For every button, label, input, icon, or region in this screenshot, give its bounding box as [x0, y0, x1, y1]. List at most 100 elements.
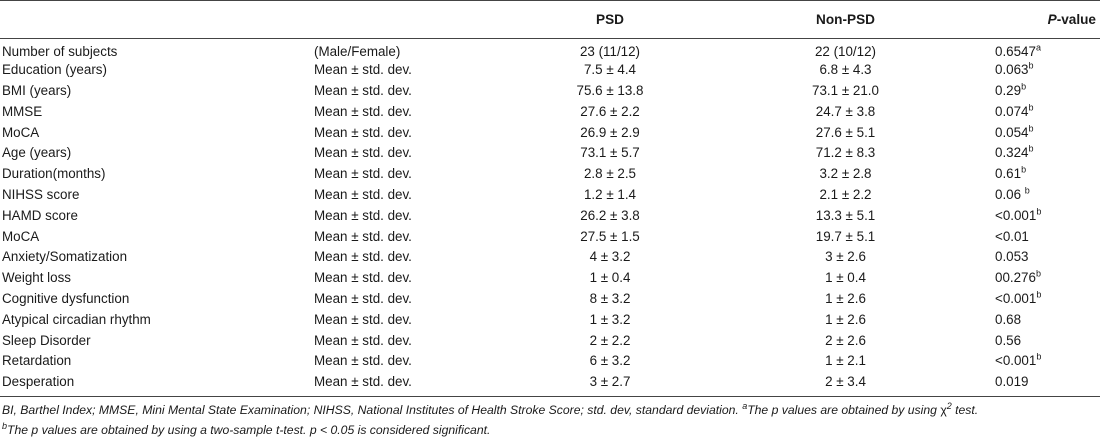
- cell-variable: NIHSS score: [2, 186, 80, 202]
- header-statistic: [306, 0, 506, 39]
- p-value-text: 0.61: [995, 166, 1022, 182]
- cell-p-value: <0.001b: [975, 350, 1100, 371]
- cell-psd: 26.9 ± 2.9: [580, 124, 640, 140]
- cell-statistic: Mean ± std. dev.: [314, 145, 412, 161]
- cell-non-psd: 2 ± 2.6: [825, 332, 866, 348]
- p-value-text: 0.68: [995, 311, 1022, 327]
- table-row: Weight loss Mean ± std. dev. 1 ± 0.4 1 ± 0.…: [0, 267, 1100, 288]
- p-value-text: 0.063: [995, 62, 1029, 78]
- cell-non-psd: 1 ± 2.6: [825, 290, 866, 306]
- table-footnote: BI, Barthel Index; MMSE, Mini Mental Sta…: [2, 400, 1098, 440]
- p-value-text: <0.01: [995, 228, 1029, 244]
- table-row: Age (years) Mean ± std. dev. 73.1 ± 5.7 71.…: [0, 142, 1100, 163]
- p-value-text: 0.6547: [995, 43, 1036, 59]
- footnote-abbreviations: BI, Barthel Index; MMSE, Mini Mental Sta…: [2, 403, 743, 417]
- table-row: Atypical circadian rhythm Mean ± std. dev…: [0, 309, 1100, 330]
- cell-variable: MMSE: [2, 103, 43, 119]
- table-row: Sleep Disorder Mean ± std. dev. 2 ± 2.2 2 ±…: [0, 330, 1100, 351]
- cell-p-value: 00.276b: [975, 267, 1100, 288]
- p-value-footnote-marker: b: [1021, 164, 1027, 175]
- p-value-text: <0.001: [995, 353, 1037, 369]
- cell-psd: 1.2 ± 1.4: [583, 186, 637, 202]
- cell-variable: Sleep Disorder: [2, 332, 91, 348]
- cell-variable: Duration(months): [2, 166, 106, 182]
- p-value-text: 0.053: [995, 249, 1029, 265]
- p-value-footnote-marker: b: [1028, 102, 1034, 113]
- footnote-marker-b: b: [2, 420, 8, 431]
- p-value-footnote-marker: a: [1035, 42, 1041, 53]
- cell-variable: Cognitive dysfunction: [2, 290, 130, 306]
- p-value-footnote-marker: b: [1036, 289, 1042, 300]
- cell-p-value: 0.61b: [975, 163, 1100, 184]
- cell-psd: 2.8 ± 2.5: [583, 166, 637, 182]
- cell-non-psd: 73.1 ± 21.0: [812, 82, 879, 98]
- cell-non-psd: 27.6 ± 5.1: [815, 124, 876, 140]
- cell-non-psd: 3 ± 2.6: [825, 249, 866, 265]
- cell-variable: MoCA: [2, 124, 40, 140]
- p-value-text: 0.324: [995, 145, 1029, 161]
- cell-statistic: (Male/Female): [314, 43, 401, 59]
- cell-psd: 73.1 ± 5.7: [580, 145, 640, 161]
- p-value-text: <0.001: [995, 207, 1037, 223]
- cell-statistic: Mean ± std. dev.: [314, 353, 412, 369]
- cell-non-psd: 2 ± 3.4: [742, 371, 975, 397]
- footnote-line-2: bThe p values are obtained by using a tw…: [2, 420, 1098, 440]
- cell-variable: HAMD score: [2, 207, 78, 223]
- cell-non-psd: 19.7 ± 5.1: [815, 228, 876, 244]
- cell-psd: 3 ± 2.7: [506, 371, 742, 397]
- p-value-footnote-marker: b: [1028, 60, 1034, 71]
- p-value-text: 0.56: [995, 332, 1022, 348]
- cell-psd: 8 ± 3.2: [589, 290, 631, 306]
- footnote-a-text: The p values are obtained by using: [747, 403, 941, 417]
- cell-psd: 2 ± 2.2: [589, 332, 631, 348]
- table-row: Duration(months) Mean ± std. dev. 2.8 ± 2.…: [0, 163, 1100, 184]
- footnote-b-text: The p values are obtained by using a two…: [7, 423, 491, 437]
- table-row: Anxiety/Somatization Mean ± std. dev. 4 ± …: [0, 246, 1100, 267]
- cell-statistic: Mean ± std. dev.: [306, 371, 506, 397]
- cell-p-value: 0.063b: [975, 59, 1100, 80]
- p-value-text: 0.29: [995, 82, 1022, 98]
- p-value-text: 0.019: [995, 374, 1029, 389]
- data-table-container: PSD Non-PSD P-value Number of subjects (M…: [0, 0, 1100, 397]
- table-row: Education (years) Mean ± std. dev. 7.5 ± 4…: [0, 59, 1100, 80]
- cell-non-psd: 1 ± 2.1: [825, 353, 866, 369]
- cell-variable: Age (years): [2, 145, 72, 161]
- cell-psd: 1 ± 0.4: [589, 270, 631, 286]
- cell-statistic: Mean ± std. dev.: [314, 249, 412, 265]
- p-value-footnote-marker: b: [1024, 185, 1030, 196]
- chi-superscript: 2: [946, 400, 952, 411]
- cell-p-value: 0.68: [975, 309, 1100, 330]
- cell-p-value: 0.324b: [975, 142, 1100, 163]
- header-psd: PSD: [506, 0, 742, 39]
- cell-psd: 23 (11/12): [579, 43, 641, 59]
- cell-non-psd: 2.1 ± 2.2: [819, 186, 872, 202]
- p-value-text: 0.054: [995, 124, 1029, 140]
- cell-variable: BMI (years): [2, 82, 72, 98]
- p-value-footnote-marker: b: [1028, 123, 1034, 134]
- header-row: PSD Non-PSD P-value: [0, 0, 1100, 39]
- table-row: BMI (years) Mean ± std. dev. 75.6 ± 13.8 73…: [0, 80, 1100, 101]
- header-p-rest: -value: [1056, 12, 1096, 27]
- cell-p-value: 0.074b: [975, 101, 1100, 122]
- cell-statistic: Mean ± std. dev.: [314, 228, 412, 244]
- table-row: MoCA Mean ± std. dev. 27.5 ± 1.5 19.7 ± 5.1…: [0, 226, 1100, 247]
- cell-non-psd: 24.7 ± 3.8: [815, 103, 876, 119]
- cell-p-value: 0.6547a: [975, 39, 1100, 60]
- cell-variable: Atypical circadian rhythm: [2, 311, 151, 327]
- cell-variable: MoCA: [2, 228, 40, 244]
- cell-non-psd: 1 ± 2.6: [825, 311, 866, 327]
- cell-psd: 1 ± 3.2: [589, 311, 631, 327]
- cell-p-value: 0.29b: [975, 80, 1100, 101]
- table-row: MMSE Mean ± std. dev. 27.6 ± 2.2 24.7 ± 3.8…: [0, 101, 1100, 122]
- footnote-marker-a: a: [742, 400, 748, 411]
- cell-statistic: Mean ± std. dev.: [314, 186, 412, 202]
- p-value-footnote-marker: b: [1036, 206, 1042, 217]
- cell-statistic: Mean ± std. dev.: [314, 124, 412, 140]
- cell-psd: 26.2 ± 3.8: [580, 207, 640, 223]
- cell-non-psd: 13.3 ± 5.1: [815, 207, 876, 223]
- cell-non-psd: 22 (10/12): [814, 43, 877, 59]
- cell-statistic: Mean ± std. dev.: [314, 311, 412, 327]
- cell-p-value: 0.053: [975, 246, 1100, 267]
- p-value-footnote-marker: b: [1036, 351, 1042, 362]
- cell-variable: Desperation: [0, 371, 306, 397]
